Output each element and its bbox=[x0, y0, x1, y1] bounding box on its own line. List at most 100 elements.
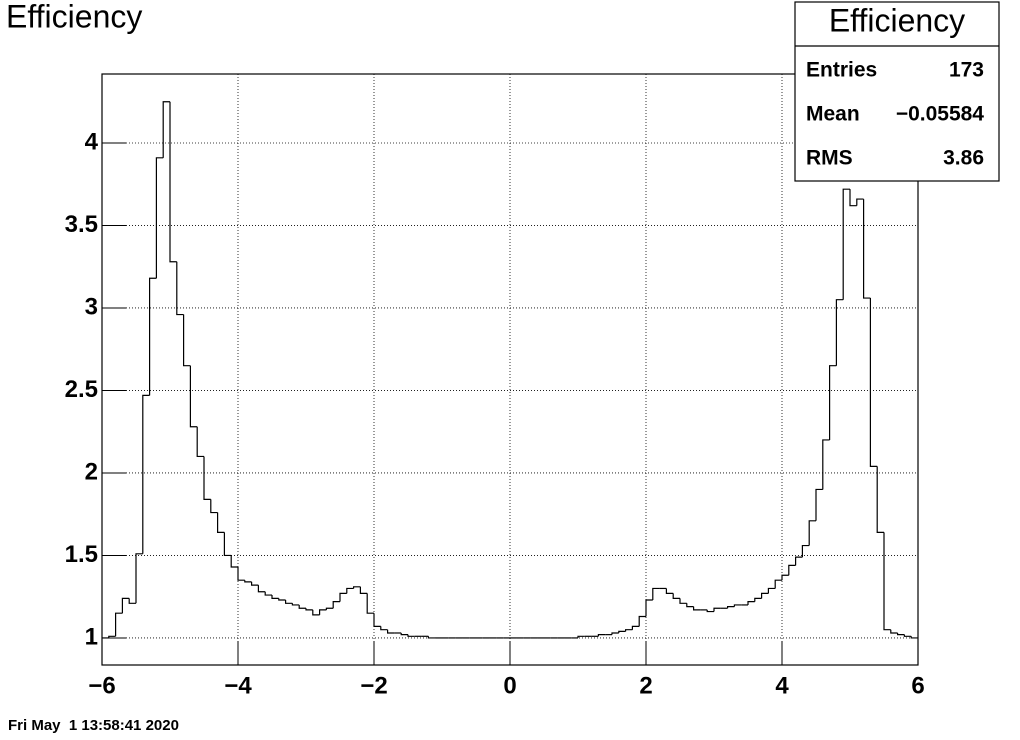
histogram-bin bbox=[251, 581, 259, 586]
histogram-bin bbox=[217, 512, 225, 533]
stats-value: 3.86 bbox=[943, 147, 984, 170]
histogram-bin bbox=[210, 499, 218, 514]
histogram-bin bbox=[795, 556, 803, 566]
histogram-bin bbox=[305, 608, 313, 611]
histogram-bin bbox=[897, 632, 905, 636]
histogram-bin bbox=[767, 587, 776, 594]
stats-title: Efficiency bbox=[829, 2, 965, 38]
histogram-bin bbox=[427, 636, 436, 639]
histogram-bin bbox=[115, 612, 123, 637]
chart-title: Efficiency bbox=[6, 0, 142, 34]
stats-value: 173 bbox=[949, 59, 984, 82]
histogram-bin bbox=[883, 532, 891, 631]
histogram-bin bbox=[271, 595, 279, 599]
histogram-bin bbox=[332, 601, 340, 609]
histogram-bin bbox=[162, 101, 170, 158]
histogram-bin bbox=[631, 625, 640, 630]
histogram-bin bbox=[244, 580, 252, 583]
histogram-bin bbox=[407, 634, 415, 637]
histogram-bin bbox=[183, 314, 191, 367]
histogram-bin bbox=[890, 629, 898, 634]
histogram-bin bbox=[108, 635, 116, 638]
x-tick-label: 4 bbox=[775, 672, 789, 699]
x-tick-label: 2 bbox=[639, 672, 652, 699]
histogram-bin bbox=[400, 632, 408, 636]
stats-label: RMS bbox=[806, 147, 853, 170]
histogram-bin bbox=[863, 199, 871, 299]
histogram-bin bbox=[387, 629, 395, 634]
histogram-bin bbox=[319, 609, 327, 615]
histogram-bin bbox=[312, 609, 320, 616]
histogram-bin bbox=[733, 604, 742, 607]
histogram-bin bbox=[686, 603, 694, 608]
histogram-bin bbox=[754, 597, 762, 602]
histogram-bin bbox=[672, 593, 680, 599]
histogram-bin bbox=[285, 599, 293, 604]
histogram-bin bbox=[788, 564, 796, 576]
y-tick-label: 1 bbox=[85, 623, 98, 650]
histogram-bin bbox=[727, 605, 735, 609]
histogram-bin bbox=[869, 298, 878, 467]
histogram-bin bbox=[223, 532, 232, 557]
histogram-bin bbox=[815, 488, 823, 521]
histogram-bin bbox=[822, 439, 830, 490]
stats-box: Efficiency Entries 173 Mean −0.05584 RMS 3.86 bbox=[794, 1, 1000, 182]
histogram-bin bbox=[876, 466, 884, 533]
histogram-bin bbox=[747, 601, 755, 605]
y-tick-label: 1.5 bbox=[65, 541, 98, 568]
plot-area: 1 1.5 2 2.5 3 3.5 4 −6 −4 −2 0 2 4 6 bbox=[65, 73, 925, 699]
histogram-bin bbox=[625, 629, 633, 632]
stats-label: Entries bbox=[806, 59, 877, 82]
histogram-bin bbox=[155, 157, 164, 279]
histogram-bin bbox=[176, 261, 184, 316]
stats-frame bbox=[794, 1, 1000, 182]
histogram-bin bbox=[128, 598, 136, 604]
histogram-bin bbox=[665, 588, 674, 594]
y-tick-label: 2.5 bbox=[65, 376, 98, 403]
histogram-bin bbox=[169, 101, 177, 263]
histogram-bin bbox=[829, 365, 837, 440]
y-tick-label: 3 bbox=[85, 293, 98, 320]
histogram-bin bbox=[135, 553, 143, 604]
histogram-bin bbox=[652, 587, 660, 600]
histogram-bin bbox=[189, 365, 198, 428]
histogram-bin bbox=[359, 586, 368, 594]
histogram-bin bbox=[380, 626, 388, 631]
histogram-bin bbox=[679, 598, 687, 604]
histogram-bin bbox=[618, 630, 626, 633]
y-tick-label: 2 bbox=[85, 458, 98, 485]
x-tick-label: −4 bbox=[224, 672, 252, 699]
histogram-bin bbox=[346, 587, 354, 594]
histogram-bin bbox=[903, 634, 912, 637]
histogram-bin bbox=[366, 593, 374, 614]
histogram-bin bbox=[597, 634, 606, 637]
stats-label: Mean bbox=[806, 103, 860, 126]
histogram-bin bbox=[149, 277, 157, 396]
histogram-bin bbox=[645, 599, 653, 617]
histogram-bin bbox=[761, 592, 769, 599]
x-tick-label: 6 bbox=[911, 672, 924, 699]
histogram-bin bbox=[278, 598, 286, 601]
x-tick-label: 0 bbox=[503, 672, 516, 699]
histogram-bin bbox=[264, 591, 272, 596]
histogram-bin bbox=[842, 188, 850, 300]
histogram-bin bbox=[203, 456, 211, 500]
histogram-bin bbox=[373, 613, 381, 627]
histogram-bin bbox=[353, 586, 361, 589]
histogram-bin bbox=[781, 574, 789, 581]
histogram-bin bbox=[230, 555, 238, 568]
histogram-bin bbox=[856, 198, 864, 206]
histogram-bin bbox=[298, 604, 306, 609]
y-tick-label: 4 bbox=[85, 128, 99, 155]
histogram-bin bbox=[693, 606, 701, 611]
histogram-bin bbox=[339, 592, 347, 602]
histogram-bin bbox=[774, 579, 782, 589]
histogram-bin bbox=[577, 635, 585, 638]
histogram-bin bbox=[706, 609, 714, 613]
histogram-bin bbox=[291, 603, 300, 606]
histogram-bin bbox=[849, 189, 857, 207]
footer-date: Fri May 1 13:58:41 2020 bbox=[8, 717, 179, 734]
histogram-bin bbox=[325, 607, 334, 610]
histogram-bin bbox=[808, 520, 816, 546]
histogram-bin bbox=[910, 636, 918, 639]
